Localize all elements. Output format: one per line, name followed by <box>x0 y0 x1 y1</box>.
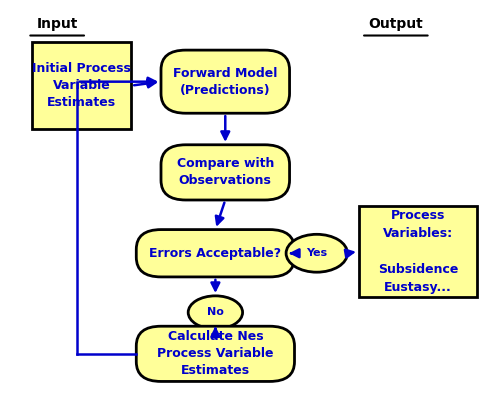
Ellipse shape <box>286 234 348 272</box>
Text: Input: Input <box>36 18 78 32</box>
FancyBboxPatch shape <box>136 326 294 382</box>
FancyBboxPatch shape <box>32 42 132 129</box>
Ellipse shape <box>188 296 242 329</box>
Text: Process
Variables:

Subsidence
Eustasy...: Process Variables: Subsidence Eustasy... <box>378 209 458 294</box>
Text: Calculate Nes
Process Variable
Estimates: Calculate Nes Process Variable Estimates <box>157 330 274 377</box>
FancyBboxPatch shape <box>161 145 290 200</box>
Text: Yes: Yes <box>306 248 328 258</box>
FancyBboxPatch shape <box>136 230 294 277</box>
Text: Compare with
Observations: Compare with Observations <box>176 157 274 187</box>
FancyBboxPatch shape <box>359 206 478 297</box>
Text: Initial Process
Variable
Estimates: Initial Process Variable Estimates <box>32 62 132 109</box>
Text: No: No <box>207 308 224 318</box>
FancyBboxPatch shape <box>161 50 290 113</box>
Text: Errors Acceptable?: Errors Acceptable? <box>150 247 282 260</box>
Text: Forward Model
(Predictions): Forward Model (Predictions) <box>173 67 278 97</box>
Text: Output: Output <box>368 18 423 32</box>
